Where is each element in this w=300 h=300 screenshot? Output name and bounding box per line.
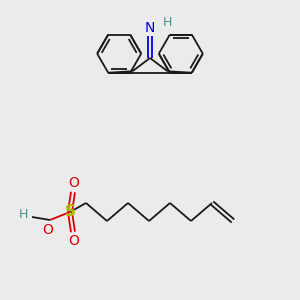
Text: N: N bbox=[145, 21, 155, 35]
Text: H: H bbox=[162, 16, 172, 28]
Text: H: H bbox=[18, 208, 28, 221]
Text: O: O bbox=[69, 234, 80, 248]
Text: O: O bbox=[69, 176, 80, 190]
Text: S: S bbox=[64, 205, 76, 220]
Text: O: O bbox=[43, 223, 53, 237]
